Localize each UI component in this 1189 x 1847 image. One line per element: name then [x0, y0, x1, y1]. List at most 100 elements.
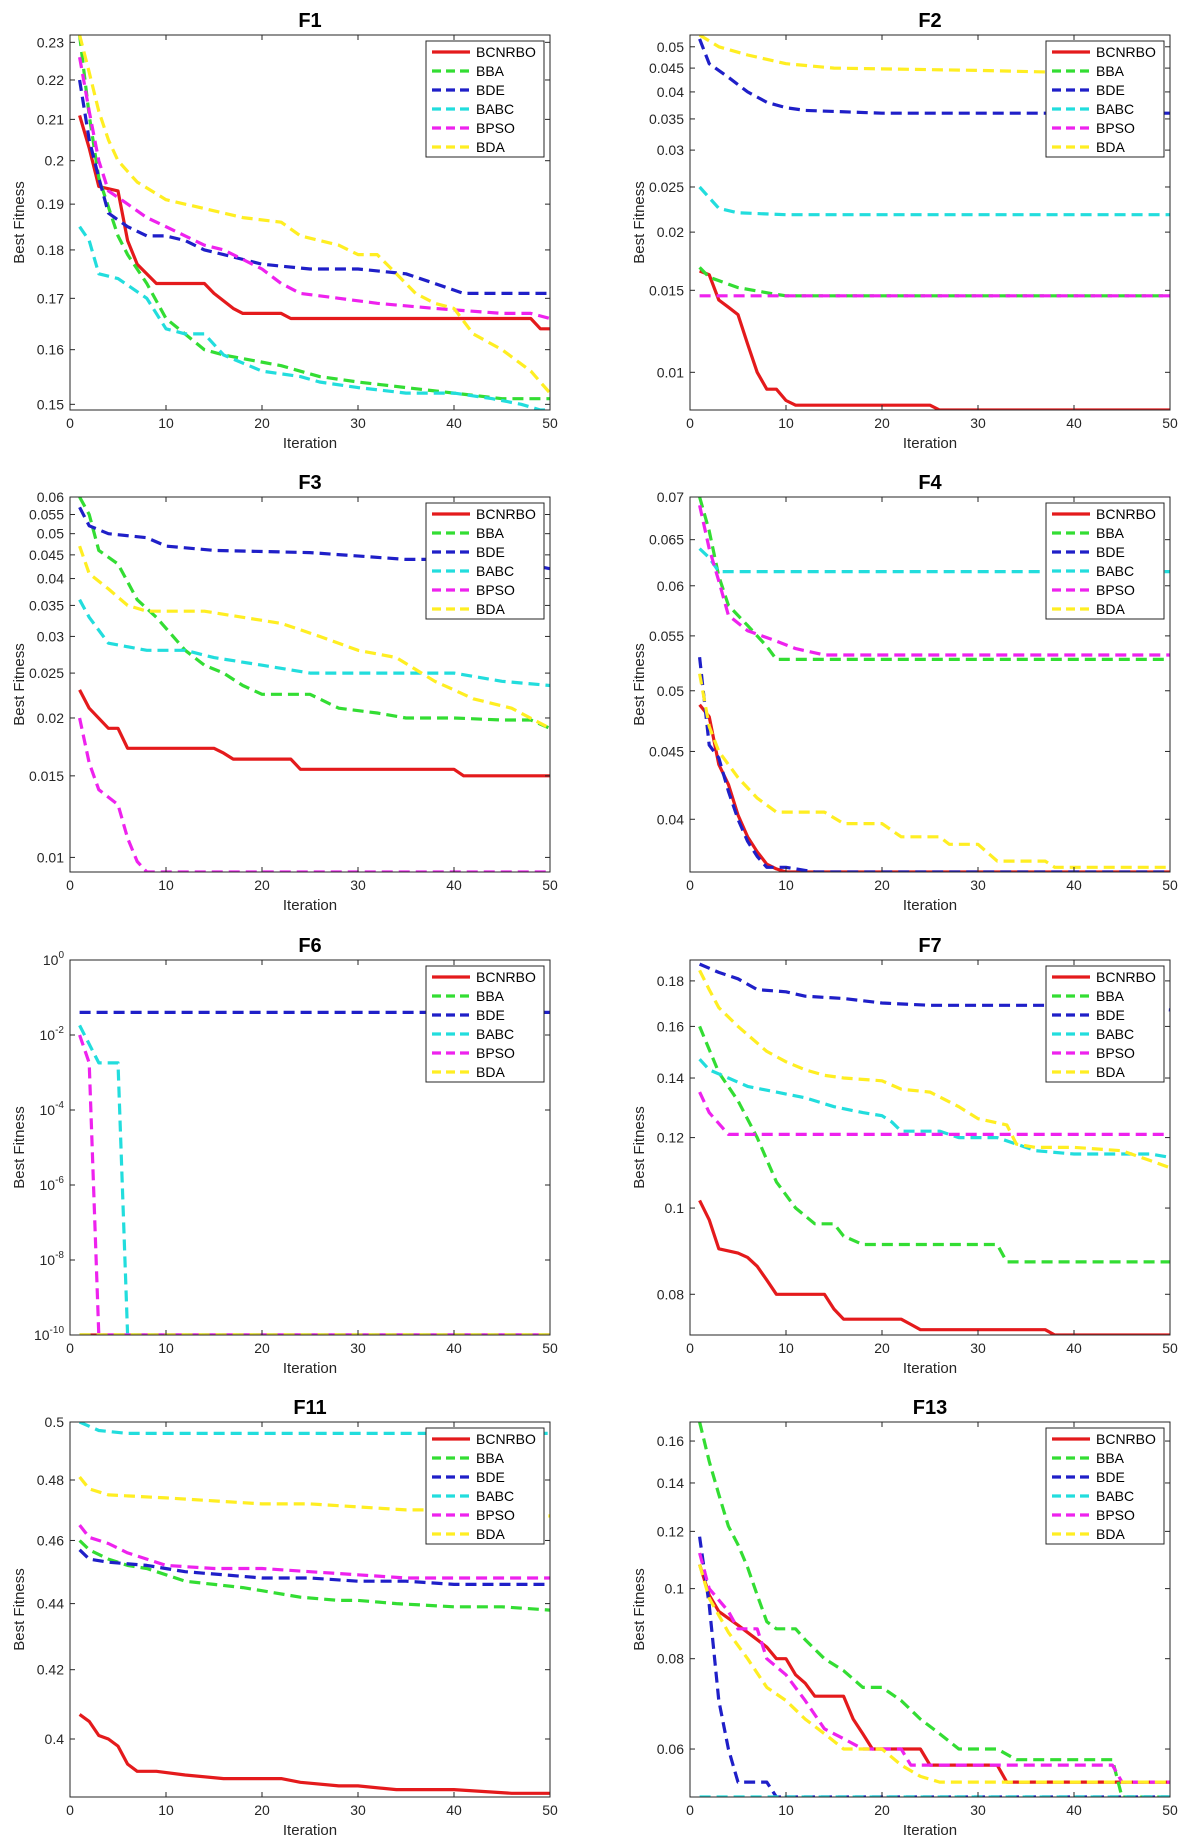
- legend-label-bba: BBA: [1096, 988, 1125, 1004]
- chart-title: F6: [298, 935, 321, 957]
- y-tick-label: 0.04: [657, 84, 684, 100]
- chart-title: F7: [918, 935, 941, 957]
- legend-label-bcnrbo: BCNRBO: [476, 1431, 536, 1447]
- x-axis-label: Iteration: [283, 897, 337, 914]
- series-line-bba: [698, 266, 1170, 298]
- series-line-bda: [698, 673, 1170, 869]
- x-tick-label: 50: [1162, 1802, 1178, 1818]
- series-line-bpso: [698, 1552, 1170, 1784]
- x-tick-label: 40: [1066, 415, 1082, 431]
- series-line-bde: [698, 38, 1170, 115]
- x-tick-label: 50: [542, 415, 558, 431]
- x-tick-label: 50: [542, 1340, 558, 1356]
- panel-2: 0 10 20 30 40 50 0.01 0.015 0.02 0.025 0.03 0.035 0.…: [631, 10, 1178, 452]
- legend-label-bcnrbo: BCNRBO: [1096, 1431, 1156, 1447]
- chart-title: F3: [298, 472, 321, 494]
- panel-7: 0 10 20 30 40 50 0.4 0.42 0.44 0.46 0.48 0.5 F11 Iter…: [11, 1397, 558, 1839]
- panel-3: 0 10 20 30 40 50 0.01 0.015 0.02 0.025 0.03 0.035 0.…: [11, 472, 558, 914]
- series-line-babc: [78, 225, 550, 410]
- axes-box: [689, 496, 1171, 873]
- legend-label-bde: BDE: [1096, 82, 1125, 98]
- x-tick-label: 10: [158, 1340, 174, 1356]
- axes-box: [689, 959, 1171, 1336]
- legend-label-bpso: BPSO: [1096, 1507, 1135, 1523]
- x-axis-label: Iteration: [283, 1360, 337, 1377]
- y-axis-label: Best Fitness: [631, 181, 648, 264]
- y-tick-label: 0.03: [37, 628, 64, 644]
- series-line-bba: [78, 35, 550, 401]
- series-line-babc: [78, 1024, 550, 1335]
- y-axis-label: Best Fitness: [631, 643, 648, 726]
- x-tick-label: 40: [446, 415, 462, 431]
- legend-label-bde: BDE: [476, 1007, 505, 1023]
- y-tick-label: 0.16: [37, 342, 64, 358]
- x-tick-label: 0: [686, 1802, 694, 1818]
- legend-box: [425, 1427, 545, 1545]
- x-tick-label: 30: [350, 415, 366, 431]
- y-tick-label: 0.48: [37, 1472, 64, 1488]
- y-tick-label: 0.1: [665, 1200, 685, 1216]
- legend: BCNRBO BBA BDE BABC BPSO BDA: [1045, 1427, 1165, 1545]
- y-tick-label: 0.055: [29, 507, 64, 523]
- x-tick-label: 10: [778, 415, 794, 431]
- x-tick-label: 0: [66, 877, 74, 893]
- y-tick-label: 0.045: [649, 60, 684, 76]
- series-line-bba: [698, 497, 1170, 661]
- y-tick-label: 0.16: [657, 1018, 684, 1034]
- x-tick-label: 40: [446, 1340, 462, 1356]
- x-tick-label: 20: [874, 415, 890, 431]
- x-tick-label: 0: [686, 415, 694, 431]
- x-tick-label: 50: [1162, 1340, 1178, 1356]
- x-tick-label: 20: [874, 877, 890, 893]
- chart-title: F2: [918, 10, 941, 32]
- legend-label-bda: BDA: [476, 1064, 505, 1080]
- legend-label-bde: BDE: [476, 82, 505, 98]
- panel-4: 0 10 20 30 40 50 0.04 0.045 0.05 0.055 0.06 0.065 0.…: [631, 472, 1178, 914]
- legend-label-bda: BDA: [476, 139, 505, 155]
- x-tick-label: 0: [66, 1802, 74, 1818]
- series-line-bpso: [78, 1524, 550, 1580]
- x-tick-label: 30: [970, 415, 986, 431]
- legend: BCNRBO BBA BDE BABC BPSO BDA: [425, 965, 545, 1083]
- y-tick-label: 0.22: [37, 72, 64, 88]
- x-tick-label: 0: [66, 415, 74, 431]
- panel-5: 0 10 20 30 40 50 10-10 10-8 10-6 10-4 10-2 100 F6 Ite…: [11, 935, 558, 1377]
- panel-1: 0 10 20 30 40 50 0.15 0.16 0.17 0.18 0.19 0.2 0.21 0.…: [11, 10, 558, 452]
- series-line-bcnrbo: [698, 703, 1170, 872]
- series-group: [78, 35, 550, 410]
- legend: BCNRBO BBA BDE BABC BPSO BDA: [1045, 965, 1165, 1083]
- x-tick-label: 0: [686, 877, 694, 893]
- y-tick-label: 0.14: [657, 1475, 684, 1491]
- series-line-bba: [698, 1025, 1170, 1264]
- y-tick-label: 0.015: [29, 768, 64, 784]
- legend-label-babc: BABC: [1096, 1488, 1134, 1504]
- x-tick-label: 10: [158, 877, 174, 893]
- legend-label-bpso: BPSO: [476, 120, 515, 136]
- legend-label-bda: BDA: [1096, 601, 1125, 617]
- y-tick-label: 0.01: [657, 364, 684, 380]
- series-line-bda: [698, 969, 1170, 1170]
- x-tick-label: 20: [254, 415, 270, 431]
- x-tick-label: 30: [350, 1340, 366, 1356]
- y-tick-label: 0.03: [657, 142, 684, 158]
- axes-box: [69, 34, 551, 411]
- y-tick-label: 0.4: [45, 1731, 65, 1747]
- y-tick-label: 0.035: [649, 111, 684, 127]
- x-tick-label: 50: [542, 1802, 558, 1818]
- axes-box: [69, 1421, 551, 1798]
- legend-box: [1045, 1427, 1165, 1545]
- series-line-bpso: [78, 56, 550, 321]
- legend-label-bda: BDA: [1096, 1526, 1125, 1542]
- y-tick-label: 0.05: [657, 39, 684, 55]
- legend-box: [1045, 502, 1165, 620]
- y-tick-label: 0.06: [657, 578, 684, 594]
- y-tick-label: 0.01: [37, 849, 64, 865]
- x-tick-label: 20: [254, 1802, 270, 1818]
- legend-box: [1045, 965, 1165, 1083]
- legend-label-babc: BABC: [1096, 1026, 1134, 1042]
- series-group: [698, 1422, 1170, 1797]
- legend-label-bda: BDA: [476, 601, 505, 617]
- y-tick-label: 10-6: [40, 1175, 65, 1193]
- legend-label-babc: BABC: [1096, 101, 1134, 117]
- series-line-bpso: [698, 504, 1170, 657]
